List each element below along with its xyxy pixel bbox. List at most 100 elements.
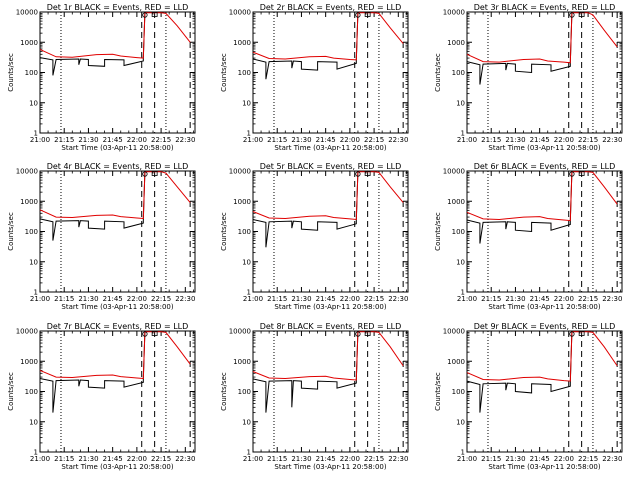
x-tick-label: 21:15: [481, 136, 501, 144]
y-tick-label: 10000: [16, 9, 38, 17]
x-tick-label: 22:30: [602, 455, 622, 463]
x-axis-label: Start Time (03-Apr-11 20:58:00): [61, 144, 173, 152]
x-axis-label: Start Time (03-Apr-11 20:58:00): [274, 303, 386, 311]
panel-title: Det 7r BLACK = Events, RED = LLD: [47, 322, 189, 331]
x-axis-label: Start Time (03-Apr-11 20:58:00): [488, 303, 600, 311]
marker-circle: [355, 12, 361, 18]
plot-frame: [466, 170, 623, 293]
x-tick-label: 21:15: [267, 136, 287, 144]
x-tick-label: 21:00: [30, 455, 50, 463]
series-line-lld: [39, 12, 191, 59]
x-tick-label: 21:30: [505, 295, 525, 303]
series-line-lld: [252, 331, 404, 381]
panel-title: Det 8r BLACK = Events, RED = LLD: [260, 322, 402, 331]
y-tick-label: 10: [456, 99, 465, 107]
series-line-events: [466, 170, 573, 244]
y-tick-label: 1: [247, 130, 251, 138]
marker-square: [578, 12, 585, 17]
x-axis-label: Start Time (03-Apr-11 20:58:00): [274, 144, 386, 152]
x-tick-label: 22:00: [127, 136, 147, 144]
x-tick-label: 21:15: [54, 455, 74, 463]
y-tick-label: 10: [242, 418, 251, 426]
x-tick-label: 21:30: [505, 455, 525, 463]
y-tick-label: 100: [25, 228, 38, 236]
y-tick-label: 10: [29, 258, 38, 266]
y-tick-label: 1: [461, 449, 465, 457]
y-tick-label: 1000: [20, 39, 38, 47]
y-axis-label: Counts/sec: [7, 53, 15, 92]
x-tick-label: 22:00: [127, 295, 147, 303]
x-tick-label: 21:30: [78, 136, 98, 144]
marker-circle: [569, 12, 575, 18]
panel-title: Det 6r BLACK = Events, RED = LLD: [474, 162, 616, 171]
marker-square: [364, 12, 371, 17]
panel-2: Det 2r BLACK = Events, RED = LLD 1 10 100 10…: [220, 3, 409, 152]
panel-6: Det 6r BLACK = Events, RED = LLD 1 10 100 10…: [434, 162, 623, 311]
x-tick-label: 22:00: [554, 455, 574, 463]
marker-circle: [142, 12, 148, 18]
marker-square: [151, 331, 158, 336]
marker-circle: [355, 171, 361, 177]
x-tick-label: 22:30: [388, 136, 408, 144]
plot-frame: [252, 330, 409, 453]
x-axis-label: Start Time (03-Apr-11 20:58:00): [488, 463, 600, 471]
marker-square: [578, 171, 585, 176]
x-axis-label: Start Time (03-Apr-11 20:58:00): [488, 144, 600, 152]
x-tick-label: 21:00: [243, 136, 263, 144]
x-axis-label: Start Time (03-Apr-11 20:58:00): [274, 463, 386, 471]
y-tick-label: 10000: [16, 328, 38, 336]
x-tick-label: 21:30: [505, 136, 525, 144]
y-tick-label: 100: [25, 69, 38, 77]
panel-title: Det 2r BLACK = Events, RED = LLD: [260, 3, 402, 12]
y-axis-label: Counts/sec: [220, 212, 228, 251]
y-tick-label: 1000: [447, 198, 465, 206]
x-tick-label: 21:30: [291, 136, 311, 144]
y-tick-label: 1: [247, 289, 251, 297]
y-tick-label: 100: [238, 69, 251, 77]
y-tick-label: 10: [242, 258, 251, 266]
x-tick-label: 21:15: [267, 455, 287, 463]
x-tick-label: 22:15: [151, 455, 171, 463]
marker-square: [151, 12, 158, 17]
x-tick-label: 21:00: [457, 455, 477, 463]
x-tick-label: 21:30: [291, 455, 311, 463]
marker-circle: [142, 331, 148, 337]
y-tick-label: 100: [238, 228, 251, 236]
y-tick-label: 1000: [20, 358, 38, 366]
y-tick-label: 1: [461, 289, 465, 297]
y-tick-label: 100: [452, 69, 465, 77]
y-axis-label: Counts/sec: [434, 212, 442, 251]
y-axis-label: Counts/sec: [220, 53, 228, 92]
y-tick-label: 1000: [447, 358, 465, 366]
y-tick-label: 100: [452, 228, 465, 236]
x-tick-label: 22:30: [175, 455, 195, 463]
series-line-lld: [466, 171, 618, 222]
y-tick-label: 1: [461, 130, 465, 138]
y-tick-label: 10: [456, 258, 465, 266]
x-tick-label: 21:30: [78, 455, 98, 463]
plot-frame: [39, 11, 196, 134]
y-tick-label: 10: [29, 99, 38, 107]
y-axis-label: Counts/sec: [220, 372, 228, 411]
x-tick-label: 21:45: [530, 136, 550, 144]
x-tick-label: 21:45: [103, 136, 123, 144]
x-tick-label: 21:45: [530, 455, 550, 463]
panel-title: Det 1r BLACK = Events, RED = LLD: [47, 3, 189, 12]
y-axis-label: Counts/sec: [434, 372, 442, 411]
x-tick-label: 21:15: [481, 295, 501, 303]
panel-5: Det 5r BLACK = Events, RED = LLD 1 10 100 10…: [220, 162, 409, 311]
series-line-lld: [466, 12, 618, 64]
x-tick-label: 21:30: [78, 295, 98, 303]
x-tick-label: 22:15: [151, 136, 171, 144]
x-tick-label: 21:30: [291, 295, 311, 303]
marker-square: [364, 331, 371, 336]
x-axis-label: Start Time (03-Apr-11 20:58:00): [61, 463, 173, 471]
x-tick-label: 22:30: [388, 455, 408, 463]
x-tick-label: 21:00: [30, 295, 50, 303]
plot-frame: [252, 170, 409, 293]
y-tick-label: 1000: [233, 39, 251, 47]
series-line-lld: [252, 171, 404, 221]
x-tick-label: 22:30: [175, 295, 195, 303]
series-line-events: [252, 170, 359, 248]
y-axis-label: Counts/sec: [7, 372, 15, 411]
